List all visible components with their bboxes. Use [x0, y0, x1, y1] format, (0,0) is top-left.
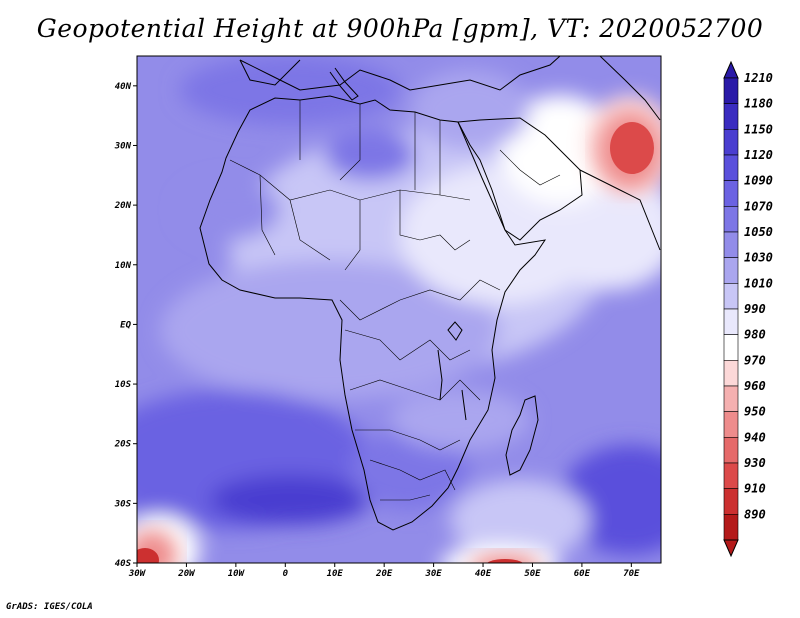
colorbar-boxes: [723, 60, 739, 558]
y-tick-label: 20N: [114, 201, 132, 211]
madagascar-coastline: [505, 395, 539, 476]
y-tick-label: 20S: [114, 440, 132, 450]
map-title: Geopotential Height at 900hPa [gpm], VT:…: [36, 14, 764, 43]
colorbar-label: 1180: [744, 97, 773, 111]
west-sahara: [180, 180, 280, 240]
x-tick-label: 20W: [177, 569, 196, 579]
colorbar-top-arrow: [723, 60, 739, 79]
indian-ocean-trough: [450, 480, 590, 560]
colorbar-label: 930: [744, 456, 766, 470]
colorbar-swatch: [723, 231, 739, 258]
colorbar-swatch: [723, 206, 739, 233]
sw-trough-core: [137, 548, 159, 563]
colorbar-label: 890: [744, 507, 766, 521]
colorbar-label: 1150: [744, 122, 773, 136]
colorbar-swatch: [723, 154, 739, 181]
y-tick-label: 40N: [115, 82, 132, 92]
y-tick-label: 10S: [115, 380, 132, 390]
country-borders: [229, 100, 561, 501]
y-tick-label: 30S: [114, 499, 132, 509]
coastlines: [199, 56, 661, 531]
colorbar-swatch: [723, 411, 739, 438]
x-tick-label: 20E: [375, 569, 393, 579]
colorbar-label: 1030: [744, 251, 773, 265]
colorbar-swatch: [723, 77, 739, 104]
mediterranean-ridge: [180, 56, 400, 125]
x-tick-label: 60E: [574, 569, 591, 579]
colorbar-label: 960: [744, 379, 766, 393]
colorbar-swatch: [723, 103, 739, 130]
arabia-coastline: [457, 117, 583, 241]
grads-credit: GrADS: IGES/COLA: [6, 602, 93, 612]
colorbar-label: 1050: [744, 225, 773, 239]
y-tick-label: 40S: [115, 559, 132, 569]
colorbar-label: 1070: [744, 199, 773, 213]
europe-coastline: [239, 56, 561, 91]
x-tick-label: 30E: [424, 569, 442, 579]
x-tick-label: 70E: [623, 569, 640, 579]
colorbar-swatch: [723, 385, 739, 412]
colorbar-labels: 1210 1180 1150 1120 1090 1070 1050 1030 1010 990 9…: [744, 71, 773, 521]
south-trough-core: [486, 559, 524, 563]
arabian-coast-east: [579, 169, 661, 251]
mozambique-channel: [390, 390, 530, 450]
colorbar-bottom-arrow: [723, 539, 739, 558]
colorbar-label: 1010: [744, 276, 773, 290]
x-tick-label: 0: [283, 569, 289, 579]
india-coastline: [599, 56, 661, 121]
south-trough-mid: [472, 554, 538, 563]
colorbar-label: 910: [744, 482, 766, 496]
x-tick-label: 10E: [327, 569, 344, 579]
pakistan-low-core: [610, 122, 654, 174]
colorbar-swatch: [723, 257, 739, 284]
x-tick-label: 50E: [524, 569, 541, 579]
colorbar-swatch: [723, 180, 739, 207]
colorbar-swatch: [723, 514, 739, 541]
axis-ticks: 30W 20W 10W 0 10E 20E 30E 40E 50E 60E 70E 40S 30S 20S…: [114, 82, 640, 579]
colorbar-swatch: [723, 488, 739, 515]
colorbar-swatch: [723, 334, 739, 361]
height-field: [137, 56, 661, 563]
africa-coastline: [199, 95, 547, 531]
colorbar-swatch: [723, 360, 739, 387]
x-tick-label: 10W: [228, 569, 246, 579]
south-atlantic-high: [210, 475, 370, 525]
colorbar-label: 980: [744, 328, 766, 342]
colorbar-label: 990: [744, 302, 766, 316]
colorbar-label: 940: [744, 430, 766, 444]
x-tick-label: 30W: [128, 569, 147, 579]
y-tick-label: EQ: [120, 320, 131, 330]
colorbar-label: 1210: [744, 71, 773, 85]
colorbar-swatch: [723, 437, 739, 464]
colorbar-swatch: [723, 308, 739, 335]
x-tick-label: 40E: [475, 569, 492, 579]
plot-frame: [136, 55, 662, 564]
y-tick-label: 30N: [114, 141, 132, 151]
colorbar-swatch: [723, 283, 739, 310]
colorbar-label: 950: [744, 405, 766, 419]
italy-coastline: [329, 67, 359, 101]
colorbar-label: 1090: [744, 174, 773, 188]
sahara-high: [325, 130, 415, 180]
colorbar-label: 1120: [744, 148, 773, 162]
colorbar-swatch: [723, 462, 739, 489]
colorbar-label: 970: [744, 353, 766, 367]
iberia-coastline: [239, 59, 301, 86]
colorbar-swatch: [723, 129, 739, 156]
y-tick-label: 10N: [115, 261, 132, 271]
great-lakes: [437, 321, 467, 421]
